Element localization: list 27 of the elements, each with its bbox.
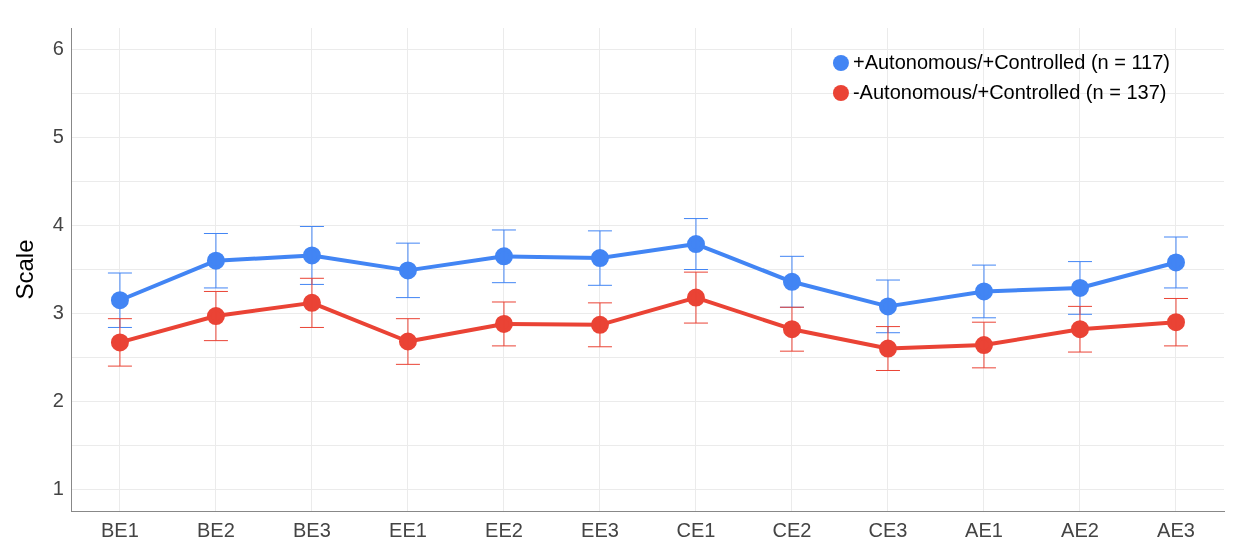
point bbox=[590, 249, 609, 268]
y-tick-label: 5 bbox=[52, 125, 64, 148]
x-tick-label: BE1 bbox=[101, 518, 139, 541]
point bbox=[206, 307, 225, 326]
x-tick-label: EE3 bbox=[581, 518, 619, 541]
y-tick-label: 1 bbox=[52, 476, 64, 499]
y-tick-label: 4 bbox=[52, 213, 64, 236]
point bbox=[494, 314, 513, 333]
point bbox=[686, 235, 705, 254]
x-tick-label: CE2 bbox=[772, 518, 812, 541]
point bbox=[974, 336, 993, 355]
x-tick-label: BE3 bbox=[293, 518, 331, 541]
y-tick-label: 2 bbox=[52, 388, 64, 411]
y-tick-label: 3 bbox=[52, 300, 64, 323]
x-tick-label: AE2 bbox=[1061, 518, 1099, 541]
legend-label: -Autonomous/+Controlled (n = 137) bbox=[852, 80, 1167, 103]
x-tick-label: BE2 bbox=[197, 518, 235, 541]
y-tick-label: 6 bbox=[52, 37, 64, 60]
x-tick-label: AE3 bbox=[1157, 518, 1195, 541]
x-tick-label: EE1 bbox=[389, 518, 427, 541]
x-tick-label: CE3 bbox=[868, 518, 908, 541]
x-tick-label: AE1 bbox=[965, 518, 1003, 541]
x-tick-label: CE1 bbox=[676, 518, 716, 541]
y-axis-title: Scale bbox=[11, 239, 39, 300]
legend-label: +Autonomous/+Controlled (n = 117) bbox=[852, 50, 1171, 73]
x-tick-label: EE2 bbox=[485, 518, 523, 541]
point bbox=[1070, 278, 1089, 297]
